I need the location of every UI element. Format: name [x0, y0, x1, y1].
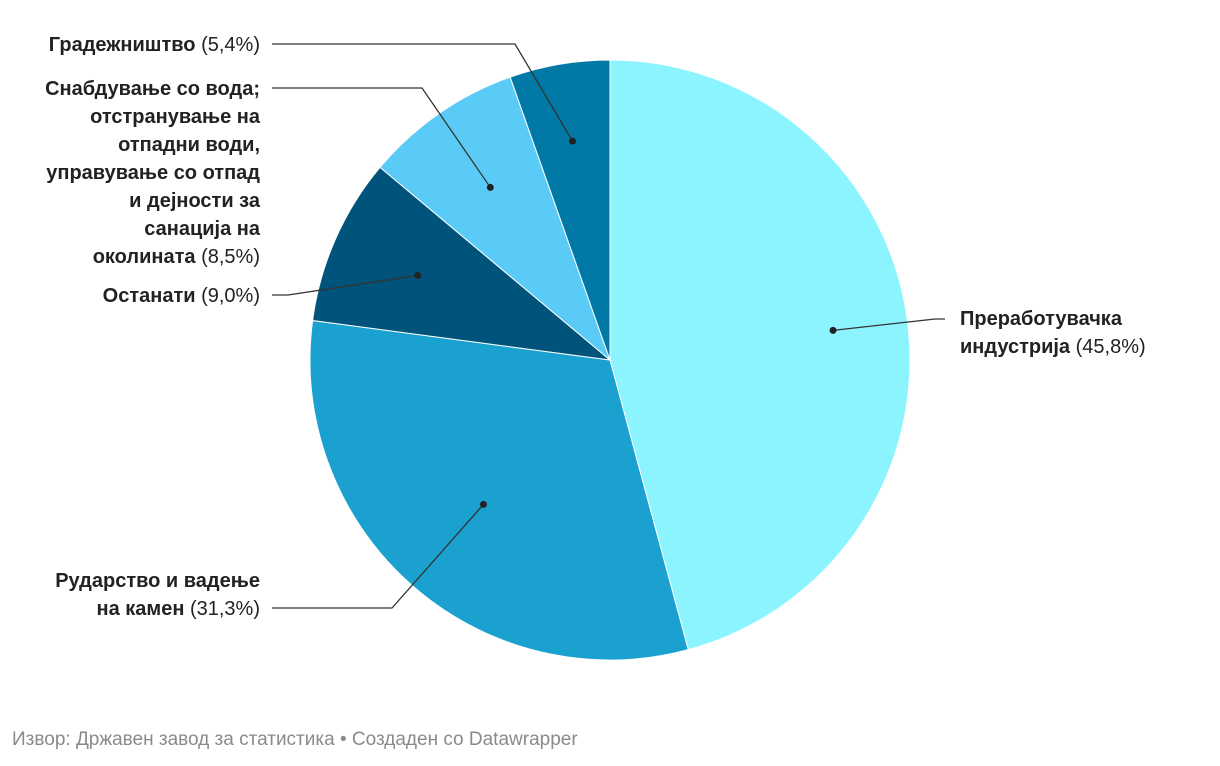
- credit-text: Создаден со Datawrapper: [351, 729, 578, 750]
- leader-lines: [272, 43, 945, 609]
- slice-label-2: Рударство и вадење на камен (31,3%): [55, 570, 260, 620]
- slice-labels: Преработувачка индустрија (45,8%) Рударств…: [45, 34, 1146, 620]
- leader-line-5: [272, 43, 574, 142]
- leader-line-2: [272, 503, 484, 609]
- leader-dot-2: [479, 500, 487, 508]
- source-text: Извор: Државен завод за статистика: [12, 729, 335, 750]
- slice-label-1: Преработувачка индустрија (45,8%): [960, 308, 1146, 358]
- pie-slice-3: [312, 166, 612, 361]
- pie-slice-5: [509, 59, 611, 361]
- leader-dot-3: [414, 271, 422, 279]
- footer-separator: •: [339, 729, 347, 750]
- slice-label-3: Останати (9,0%): [103, 285, 260, 307]
- leader-dot-1: [829, 326, 837, 334]
- slice-label-5: Градежништво (5,4%): [49, 34, 260, 56]
- leader-line-4: [272, 87, 491, 188]
- leader-dot-4: [486, 183, 494, 191]
- pie-slice-1: [609, 59, 911, 651]
- pie-slices: [309, 59, 911, 661]
- leader-line-3: [272, 274, 418, 296]
- footer: Извор: Државен завод за статистика • Соз…: [12, 729, 578, 751]
- leader-dot-5: [569, 137, 577, 145]
- slice-label-4: Снабдување со вода; отстранување на отпадн…: [45, 78, 261, 268]
- leader-line-1: [832, 318, 945, 332]
